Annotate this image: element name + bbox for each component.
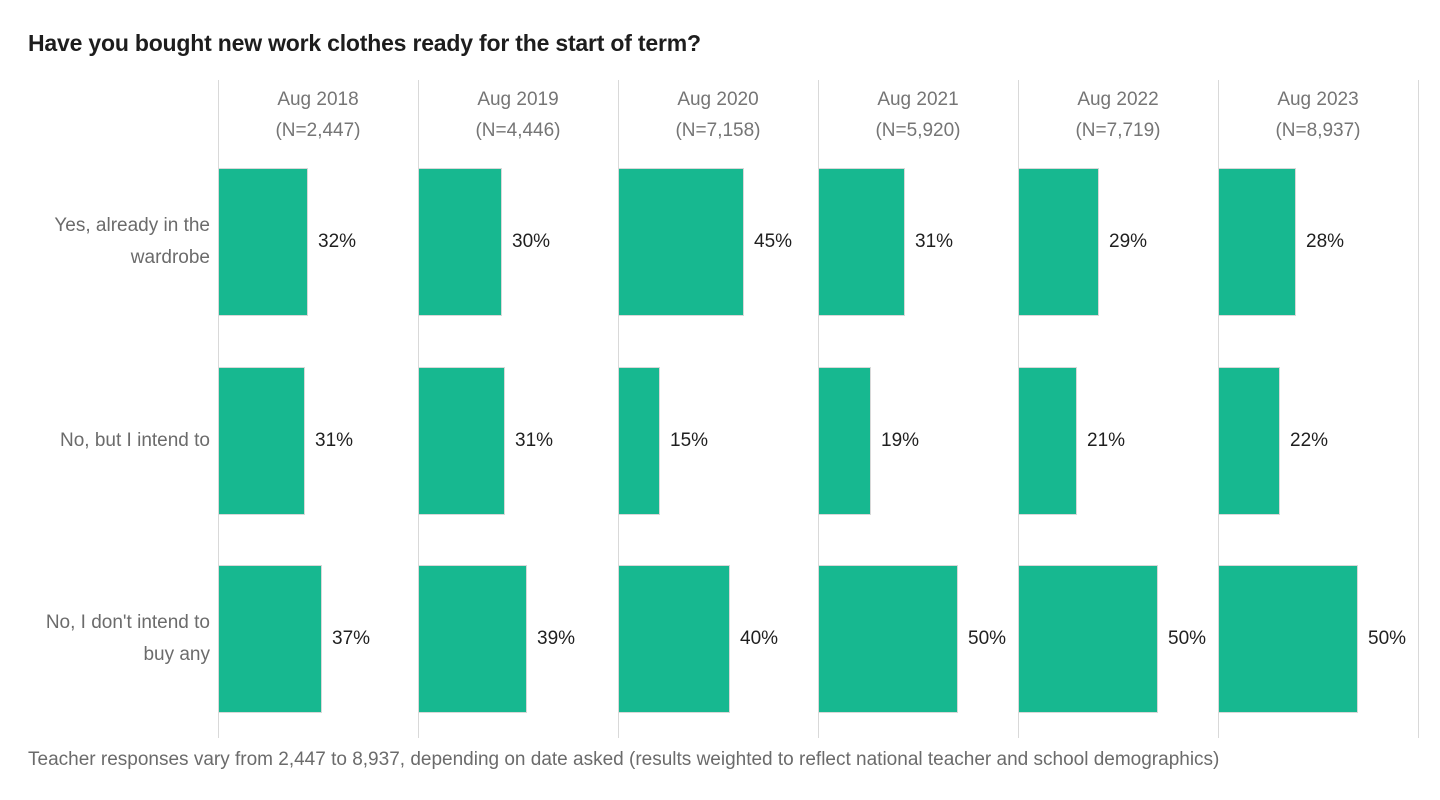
bar bbox=[618, 367, 660, 515]
bar bbox=[1018, 565, 1158, 713]
bar-value-label: 21% bbox=[1087, 430, 1126, 451]
bar-value-label: 50% bbox=[968, 628, 1007, 649]
bar bbox=[818, 367, 871, 515]
column-header-date: Aug 2018 bbox=[277, 89, 359, 110]
chart-footnote: Teacher responses vary from 2,447 to 8,9… bbox=[28, 749, 1220, 770]
bar bbox=[1018, 168, 1099, 316]
bar-value-label: 19% bbox=[881, 430, 920, 451]
chart-title: Have you bought new work clothes ready f… bbox=[28, 30, 701, 56]
column-header: Aug 2020 (N=7,158) bbox=[618, 84, 818, 146]
column-header: Aug 2023 (N=8,937) bbox=[1218, 84, 1418, 146]
bar bbox=[418, 168, 502, 316]
column-header: Aug 2018 (N=2,447) bbox=[218, 84, 418, 146]
grid-line bbox=[1418, 80, 1419, 738]
bar-value-label: 37% bbox=[332, 628, 371, 649]
bar bbox=[818, 168, 905, 316]
bar-value-label: 31% bbox=[915, 231, 954, 252]
bar bbox=[218, 367, 305, 515]
bar bbox=[218, 565, 322, 713]
bar-value-label: 30% bbox=[512, 231, 551, 252]
bar bbox=[1018, 367, 1077, 515]
bar bbox=[1218, 565, 1358, 713]
bar-value-label: 39% bbox=[537, 628, 576, 649]
row-label: Yes, already in the wardrobe bbox=[54, 215, 210, 268]
bar bbox=[418, 565, 527, 713]
bar bbox=[1218, 367, 1280, 515]
row-label: No, but I intend to bbox=[60, 430, 210, 451]
column-header-sample-size: (N=4,446) bbox=[475, 120, 561, 141]
column-header-sample-size: (N=8,937) bbox=[1275, 120, 1361, 141]
bar-value-label: 29% bbox=[1109, 231, 1148, 252]
column-header: Aug 2019 (N=4,446) bbox=[418, 84, 618, 146]
bar bbox=[1218, 168, 1296, 316]
row-label: No, I don't intend to buy any bbox=[45, 612, 210, 665]
column-header-date: Aug 2020 bbox=[677, 89, 759, 110]
column-header: Aug 2021 (N=5,920) bbox=[818, 84, 1018, 146]
bar-value-label: 22% bbox=[1290, 430, 1329, 451]
column-header-sample-size: (N=2,447) bbox=[275, 120, 361, 141]
bar-value-label: 31% bbox=[315, 430, 354, 451]
column-header-sample-size: (N=7,158) bbox=[675, 120, 761, 141]
bar bbox=[618, 168, 744, 316]
column-header-date: Aug 2023 bbox=[1277, 89, 1359, 110]
bar-value-label: 32% bbox=[318, 231, 357, 252]
column-header-date: Aug 2022 bbox=[1077, 89, 1159, 110]
bar bbox=[818, 565, 958, 713]
bar-value-label: 50% bbox=[1168, 628, 1207, 649]
column-header-date: Aug 2019 bbox=[477, 89, 559, 110]
bar bbox=[418, 367, 505, 515]
column-header-date: Aug 2021 bbox=[877, 89, 959, 110]
column-header-sample-size: (N=7,719) bbox=[1075, 120, 1161, 141]
bar-value-label: 15% bbox=[670, 430, 709, 451]
bar-value-label: 31% bbox=[515, 430, 554, 451]
bar-value-label: 45% bbox=[754, 231, 793, 252]
bar-value-label: 28% bbox=[1306, 231, 1345, 252]
bar bbox=[618, 565, 730, 713]
bar-value-label: 50% bbox=[1368, 628, 1407, 649]
bar-value-label: 40% bbox=[740, 628, 779, 649]
column-header-sample-size: (N=5,920) bbox=[875, 120, 961, 141]
bar bbox=[218, 168, 308, 316]
column-header: Aug 2022 (N=7,719) bbox=[1018, 84, 1218, 146]
